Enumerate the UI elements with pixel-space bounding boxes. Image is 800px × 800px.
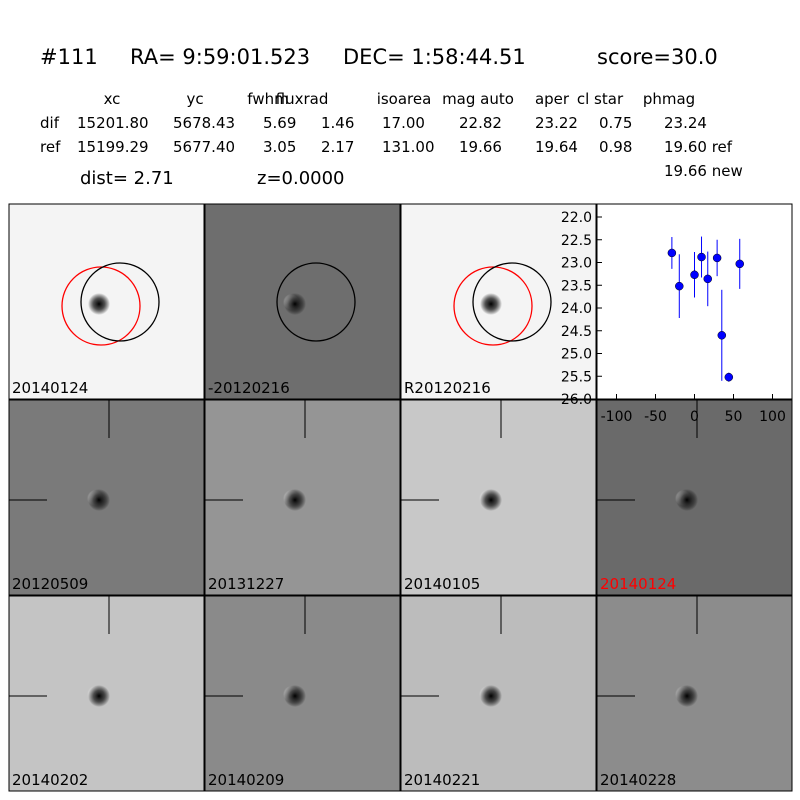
y-tick-label: 25.0 <box>561 347 592 363</box>
y-tick-label: 26.0 <box>561 392 592 408</box>
column-header: fwhm <box>247 90 288 108</box>
x-tick-label: -50 <box>644 409 667 425</box>
table-cell: 15201.80 <box>77 114 149 132</box>
aperture-black <box>472 262 552 342</box>
table-cell: 5678.43 <box>173 114 235 132</box>
y-tick-label: 24.5 <box>561 324 592 340</box>
panel-label: 20131227 <box>208 575 284 593</box>
aperture-red <box>453 266 533 346</box>
x-tick-label: -100 <box>601 409 633 425</box>
panel-label: 20140221 <box>404 771 480 789</box>
source <box>88 489 110 511</box>
data-point <box>690 270 699 280</box>
table-cell: 0.98 <box>599 138 632 156</box>
x-tick-label: 100 <box>759 409 786 425</box>
dist: dist= 2.71 <box>80 168 174 189</box>
ra: RA= 9:59:01.523 <box>130 45 310 69</box>
column-header: cl star <box>577 90 624 108</box>
source <box>88 293 110 315</box>
source <box>284 293 306 315</box>
data-point <box>703 274 713 284</box>
table-cell: 131.00 <box>382 138 435 156</box>
x-tick-label: 0 <box>690 409 699 425</box>
data-point <box>712 253 722 263</box>
y-tick-label: 24.0 <box>561 301 592 317</box>
table-cell: 17.00 <box>382 114 425 132</box>
data-point <box>667 248 677 258</box>
panel-label: 20140202 <box>12 771 88 789</box>
panel-label: -20120216 <box>208 379 290 397</box>
source <box>88 685 110 707</box>
table-cell: ref <box>40 138 61 156</box>
table-cell: dif <box>40 114 60 132</box>
source <box>480 685 502 707</box>
table-cell: 19.60 ref <box>664 138 733 156</box>
table-extra: 19.66 new <box>664 162 743 180</box>
column-header: isoarea <box>377 90 432 108</box>
table-cell: 15199.29 <box>77 138 149 156</box>
column-header: fluxrad <box>276 90 329 108</box>
column-header: phmag <box>643 90 695 108</box>
y-tick-label: 25.5 <box>561 369 592 385</box>
table-cell: 19.66 <box>459 138 502 156</box>
table-cell: 22.82 <box>459 114 502 132</box>
source <box>676 489 698 511</box>
table-cell: 23.22 <box>535 114 578 132</box>
panel-label: R20120216 <box>404 379 491 397</box>
table-cell: 19.64 <box>535 138 578 156</box>
dec: DEC= 1:58:44.51 <box>343 45 526 69</box>
panel-label: 20140124 <box>600 575 676 593</box>
aperture-black <box>276 262 356 342</box>
panel-label: 20140228 <box>600 771 676 789</box>
column-header: yc <box>186 90 203 108</box>
light-curve: 26.0 25.5 25.0 24.5 24.0 23.5 23.0 22.5 22.0 -100… <box>561 203 793 425</box>
table-cell: 5.69 <box>263 114 296 132</box>
table-cell: 3.05 <box>263 138 296 156</box>
source <box>480 293 502 315</box>
aperture-black <box>80 262 160 342</box>
redshift: z=0.0000 <box>257 168 345 189</box>
column-header: aper <box>535 90 570 108</box>
data-point <box>735 259 744 269</box>
table-cell: 2.17 <box>321 138 354 156</box>
data-point <box>717 331 727 340</box>
table-cell: 0.75 <box>599 114 632 132</box>
panel-label: 20140209 <box>208 771 284 789</box>
aperture-red <box>61 266 141 346</box>
source <box>284 489 306 511</box>
column-header: mag auto <box>442 90 514 108</box>
panel-label: 20140105 <box>404 575 480 593</box>
cutout <box>204 399 401 596</box>
plot-area <box>596 203 793 400</box>
panel-label: 20120509 <box>12 575 88 593</box>
table-cell: 5677.40 <box>173 138 235 156</box>
panels: 20140124 -20120216 R20120216 20120509 201312… <box>8 203 793 792</box>
source <box>284 685 306 707</box>
y-tick-label: 23.5 <box>561 278 592 294</box>
x-tick-label: 50 <box>725 409 743 425</box>
data-point <box>724 372 734 382</box>
source <box>676 685 698 707</box>
data-point <box>697 252 706 262</box>
y-tick-label: 23.0 <box>561 256 592 272</box>
panel-label: 20140124 <box>12 379 88 397</box>
score: score=30.0 <box>597 45 718 69</box>
column-header: xc <box>104 90 121 108</box>
y-tick-label: 22.0 <box>561 210 592 226</box>
object-id: #111 <box>40 45 98 69</box>
table-cell: 1.46 <box>321 114 354 132</box>
y-tick-label: 22.5 <box>561 233 592 249</box>
source <box>480 489 502 511</box>
data-point <box>675 281 684 291</box>
table-cell: 23.24 <box>664 114 707 132</box>
